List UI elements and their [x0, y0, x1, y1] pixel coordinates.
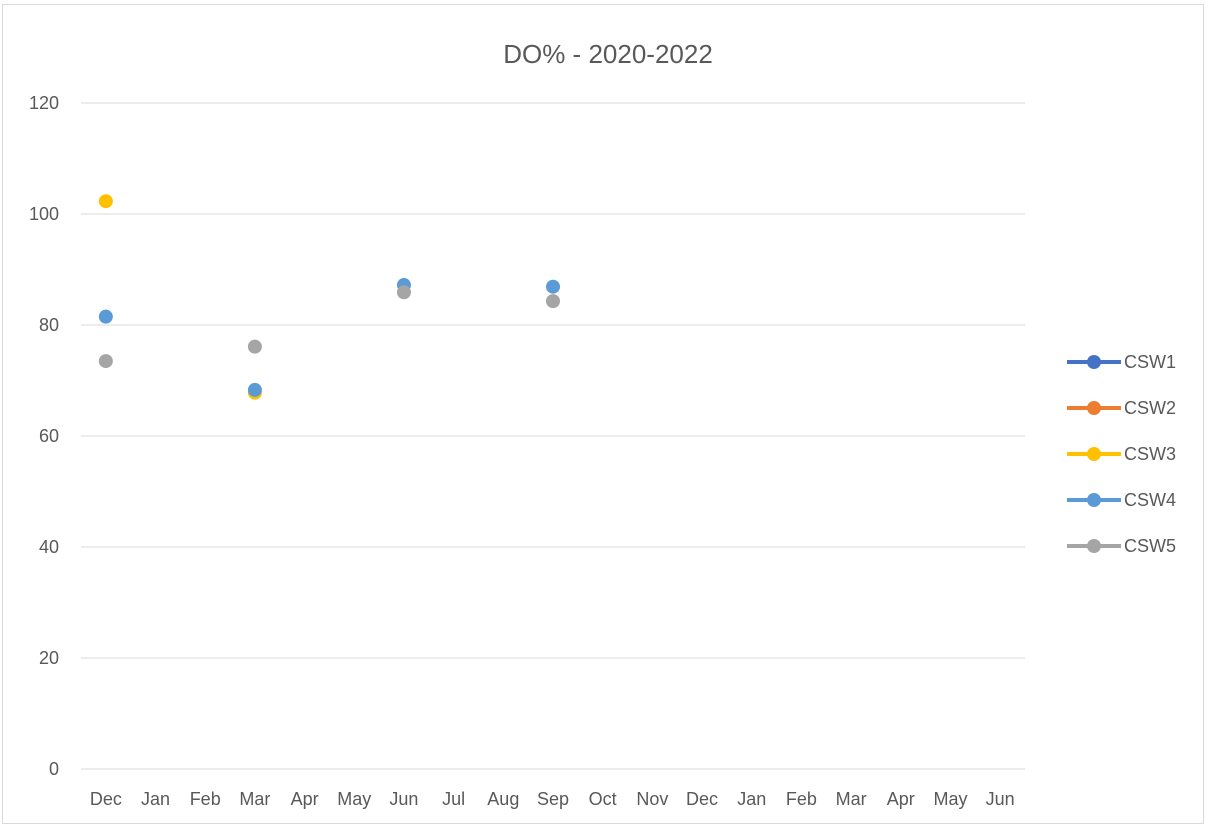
data-points [98, 194, 560, 400]
legend-label: CSW3 [1124, 444, 1176, 464]
chart-area: DO% - 2020-2022 0 20 40 60 80 100 120 Dec Jan Fe… [2, 4, 1204, 824]
x-tick-label: Aug [487, 789, 519, 809]
x-tick-label: Feb [190, 789, 221, 809]
legend-item-csw1: CSW1 [1067, 352, 1176, 372]
x-tick-label: Apr [887, 789, 915, 809]
data-point-csw5 [396, 285, 411, 300]
data-point-csw5 [247, 339, 262, 354]
legend-label: CSW4 [1124, 490, 1176, 510]
x-tick-label: May [337, 789, 371, 809]
legend-item-csw5: CSW5 [1067, 536, 1176, 556]
chart-title: DO% - 2020-2022 [503, 39, 713, 69]
legend: CSW1 CSW2 CSW3 CSW4 CSW5 [1067, 352, 1176, 556]
x-tick-label: Mar [836, 789, 867, 809]
x-tick-label: Jul [442, 789, 465, 809]
x-tick-label: Jun [986, 789, 1015, 809]
legend-label: CSW5 [1124, 536, 1176, 556]
legend-marker [1087, 539, 1101, 553]
x-tick-label: Dec [686, 789, 718, 809]
y-tick-label: 20 [39, 648, 59, 668]
data-point-csw4 [247, 382, 262, 397]
y-tick-label: 120 [29, 93, 59, 113]
legend-item-csw2: CSW2 [1067, 398, 1176, 418]
x-tick-label: Sep [537, 789, 569, 809]
data-point-csw5 [546, 294, 560, 309]
do-percent-chart: DO% - 2020-2022 0 20 40 60 80 100 120 Dec Jan Fe… [29, 39, 1176, 809]
x-tick-label: Mar [239, 789, 270, 809]
legend-item-csw4: CSW4 [1067, 490, 1176, 510]
x-tick-label: May [933, 789, 967, 809]
legend-marker [1087, 493, 1101, 507]
legend-marker [1087, 355, 1101, 369]
x-tick-label: Jan [737, 789, 766, 809]
y-axis-tick-labels: 0 20 40 60 80 100 120 [29, 93, 59, 779]
legend-item-csw3: CSW3 [1067, 444, 1176, 464]
x-tick-label: Dec [90, 789, 122, 809]
data-point-csw4 [98, 309, 113, 324]
data-point-csw5 [98, 354, 113, 369]
data-point-csw4 [546, 279, 560, 294]
legend-marker [1087, 401, 1101, 415]
x-tick-label: Jun [389, 789, 418, 809]
x-tick-label: Oct [589, 789, 617, 809]
y-tick-label: 60 [39, 426, 59, 446]
y-tick-label: 80 [39, 315, 59, 335]
gridlines [81, 102, 1025, 770]
legend-label: CSW1 [1124, 352, 1176, 372]
y-tick-label: 40 [39, 537, 59, 557]
legend-label: CSW2 [1124, 398, 1176, 418]
x-tick-label: Apr [291, 789, 319, 809]
x-axis-tick-labels: Dec Jan Feb Mar Apr May Jun Jul Aug Sep Oct Nov Dec J… [90, 789, 1015, 809]
y-tick-label: 0 [49, 759, 59, 779]
x-tick-label: Jan [141, 789, 170, 809]
x-tick-label: Feb [786, 789, 817, 809]
x-tick-label: Nov [636, 789, 668, 809]
legend-marker [1087, 447, 1101, 461]
y-tick-label: 100 [29, 204, 59, 224]
data-point-csw3 [98, 194, 113, 209]
